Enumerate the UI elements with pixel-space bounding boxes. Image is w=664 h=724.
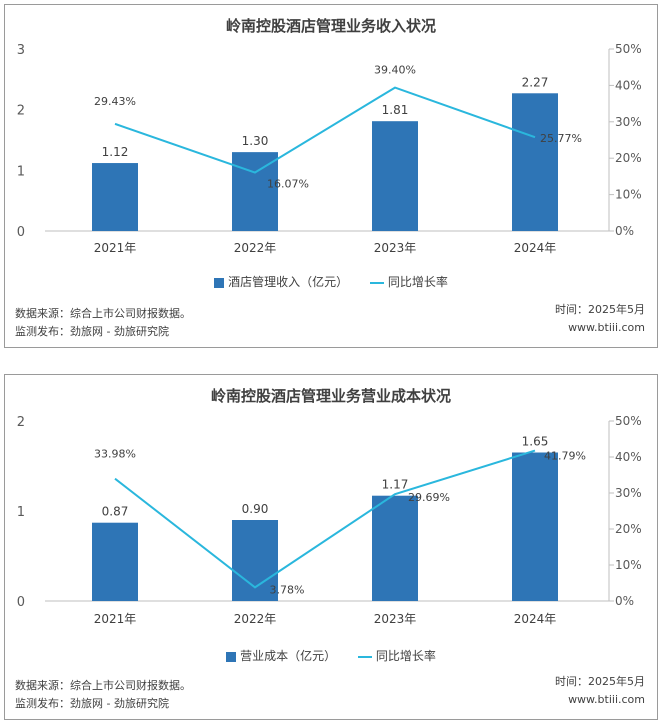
time-text: 时间：2025年5月	[555, 303, 645, 316]
chart-legend: 酒店管理收入（亿元） 同比增长率	[5, 273, 657, 290]
bar-value-label: 1.30	[242, 134, 269, 148]
line-value-label: 39.40%	[374, 64, 416, 77]
source-note: 数据来源：综合上市公司财报数据。 监测发布：劲旅网 - 劲旅研究院	[15, 305, 191, 341]
y-tick-label: 0	[17, 595, 25, 610]
time-text: 时间：2025年5月	[555, 675, 645, 688]
legend-item-bar: 酒店管理收入（亿元）	[214, 273, 348, 290]
y-tick-label: 1	[17, 164, 25, 179]
source-text: 数据来源：综合上市公司财报数据。	[15, 679, 191, 692]
legend-item-line: 同比增长率	[369, 273, 448, 290]
chart-title: 岭南控股酒店管理业务收入状况	[225, 17, 436, 35]
line-value-label: 33.98%	[94, 448, 136, 461]
line-value-label: 3.78%	[270, 583, 305, 596]
growth-rate-line	[114, 86, 536, 174]
y2-tick-label: 10%	[615, 558, 642, 572]
legend-label-bar: 酒店管理收入（亿元）	[228, 275, 349, 289]
bar-value-label: 1.65	[522, 435, 549, 449]
x-tick-label: 2023年	[374, 612, 417, 626]
chart-plot-cost: 0120%10%20%30%40%50%0.872021年0.902022年1.…	[17, 414, 642, 626]
publisher-text: 监测发布：劲旅网 - 劲旅研究院	[15, 325, 169, 338]
bar	[372, 121, 418, 231]
meta-note: 时间：2025年5月 www.btiii.com	[555, 301, 645, 337]
x-tick-label: 2024年	[514, 612, 557, 626]
bar	[92, 163, 138, 231]
legend-item-bar: 营业成本（亿元）	[226, 647, 336, 664]
y2-tick-label: 20%	[615, 522, 642, 536]
legend-swatch-line	[369, 281, 384, 284]
y2-tick-label: 30%	[615, 115, 642, 129]
bar	[512, 93, 558, 231]
bar-value-label: 1.81	[382, 103, 409, 117]
y2-tick-label: 40%	[615, 78, 642, 92]
chart-panel-revenue: 岭南控股酒店管理业务收入状况 0 1 2 3 0% 10% 20% 30% 40% 50% 1.12…	[4, 4, 658, 348]
y2-tick-label: 10%	[615, 188, 642, 202]
line-value-label: 29.43%	[94, 95, 136, 108]
y2-tick-label: 30%	[615, 486, 642, 500]
y2-tick-label: 50%	[615, 42, 642, 56]
publisher-text: 监测发布：劲旅网 - 劲旅研究院	[15, 697, 169, 710]
site-text: www.btiii.com	[568, 693, 645, 706]
bar	[232, 152, 278, 231]
legend-label-line: 同比增长率	[375, 649, 436, 663]
x-tick-label: 2022年	[234, 612, 277, 626]
y2-tick-label: 20%	[615, 151, 642, 165]
chart-plot-revenue: 01230%10%20%30%40%50%1.122021年1.302022年1…	[17, 42, 642, 255]
y2-tick-label: 0%	[615, 594, 634, 608]
legend-swatch-bar	[226, 651, 237, 662]
legend-label-line: 同比增长率	[387, 275, 448, 289]
line-value-label: 16.07%	[267, 178, 309, 191]
line-value-label: 29.69%	[408, 491, 450, 504]
bar	[372, 495, 418, 601]
y2-tick-label: 50%	[615, 414, 642, 428]
source-text: 数据来源：综合上市公司财报数据。	[15, 307, 191, 320]
y2-tick-label: 0%	[615, 224, 634, 238]
legend-swatch-bar	[214, 277, 225, 288]
line-value-label: 41.79%	[544, 450, 586, 463]
legend-label-bar: 营业成本（亿元）	[240, 649, 337, 663]
bar-value-label: 0.90	[242, 502, 269, 516]
y-tick-label: 2	[17, 415, 25, 430]
bar-value-label: 2.27	[522, 75, 549, 89]
bar-value-label: 0.87	[102, 505, 129, 519]
bar	[92, 522, 138, 601]
x-tick-label: 2022年	[234, 241, 277, 255]
x-tick-label: 2024年	[514, 241, 557, 255]
line-value-label: 25.77%	[540, 132, 582, 145]
bar	[512, 452, 558, 601]
legend-item-line: 同比增长率	[357, 647, 436, 664]
legend-swatch-line	[357, 655, 372, 658]
site-text: www.btiii.com	[568, 321, 645, 334]
bar-value-label: 1.17	[382, 478, 409, 492]
y-tick-label: 2	[17, 104, 25, 119]
growth-rate-line	[114, 449, 536, 589]
chart-panel-cost: 岭南控股酒店管理业务营业成本状况 0 1 2 0% 10% 20% 30% 40% 50% 0.8…	[4, 374, 658, 720]
y-tick-label: 0	[17, 225, 25, 240]
x-tick-label: 2021年	[94, 241, 137, 255]
y-tick-label: 1	[17, 505, 25, 520]
x-tick-label: 2023年	[374, 241, 417, 255]
chart-legend: 营业成本（亿元） 同比增长率	[5, 647, 657, 664]
source-note: 数据来源：综合上市公司财报数据。 监测发布：劲旅网 - 劲旅研究院	[15, 677, 191, 713]
y-tick-label: 3	[17, 43, 25, 58]
meta-note: 时间：2025年5月 www.btiii.com	[555, 673, 645, 709]
x-tick-label: 2021年	[94, 612, 137, 626]
bar-value-label: 1.12	[102, 145, 129, 159]
chart-title: 岭南控股酒店管理业务营业成本状况	[210, 387, 451, 405]
y2-tick-label: 40%	[615, 450, 642, 464]
